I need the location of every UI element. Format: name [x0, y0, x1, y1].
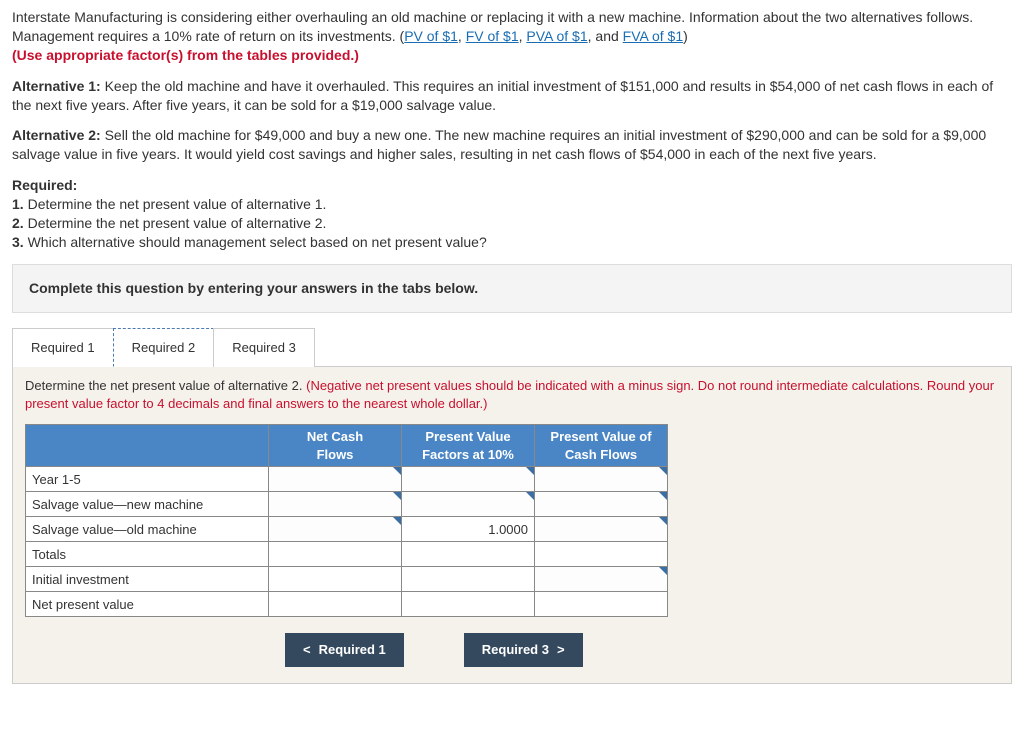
- alternative-2: Alternative 2: Sell the old machine for …: [12, 126, 1012, 164]
- table-row: Totals: [26, 542, 668, 567]
- ncf-cell[interactable]: [269, 467, 402, 492]
- table-row: Initial investment: [26, 567, 668, 592]
- prev-label: Required 1: [319, 641, 386, 659]
- pvf-cell: [402, 542, 535, 567]
- ncf-cell[interactable]: [269, 492, 402, 517]
- col-net-cash-flows: Net CashFlows: [269, 425, 402, 467]
- col-pv-factors: Present ValueFactors at 10%: [402, 425, 535, 467]
- table-row: Salvage value—old machine 1.0000: [26, 517, 668, 542]
- ncf-cell[interactable]: [269, 517, 402, 542]
- next-button[interactable]: Required 3 >: [464, 633, 583, 667]
- intro-paragraph: Interstate Manufacturing is considering …: [12, 8, 1012, 65]
- tab-instruction: Determine the net present value of alter…: [25, 377, 999, 412]
- pvf-cell: [402, 592, 535, 617]
- pvf-cell: 1.0000: [402, 517, 535, 542]
- alt2-text: Sell the old machine for $49,000 and buy…: [12, 127, 986, 162]
- pvcf-cell[interactable]: [535, 567, 668, 592]
- row-label: Net present value: [26, 592, 269, 617]
- col-blank: [26, 425, 269, 467]
- prev-button[interactable]: < Required 1: [285, 633, 404, 667]
- tab-content: Determine the net present value of alter…: [12, 367, 1012, 684]
- npv-table: Net CashFlows Present ValueFactors at 10…: [25, 424, 668, 617]
- pvcf-cell[interactable]: [535, 492, 668, 517]
- req3-text: Which alternative should management sele…: [24, 234, 487, 250]
- pv-link[interactable]: PV of $1: [404, 28, 458, 44]
- alternative-1: Alternative 1: Keep the old machine and …: [12, 77, 1012, 115]
- pvcf-cell: [535, 542, 668, 567]
- problem-statement: Interstate Manufacturing is considering …: [12, 8, 1012, 252]
- required-item: 1. Determine the net present value of al…: [12, 195, 1012, 214]
- row-label: Initial investment: [26, 567, 269, 592]
- pvf-cell: [402, 567, 535, 592]
- row-label: Totals: [26, 542, 269, 567]
- chevron-right-icon: >: [557, 641, 565, 659]
- pvcf-cell[interactable]: [535, 467, 668, 492]
- alt1-label: Alternative 1:: [12, 78, 101, 94]
- nav-buttons: < Required 1 Required 3 >: [285, 633, 999, 667]
- ncf-cell: [269, 567, 402, 592]
- alt1-text: Keep the old machine and have it overhau…: [12, 78, 993, 113]
- next-label: Required 3: [482, 641, 549, 659]
- row-label: Salvage value—old machine: [26, 517, 269, 542]
- pvf-cell[interactable]: [402, 467, 535, 492]
- fva-link[interactable]: FVA of $1: [623, 28, 683, 44]
- pvcf-cell: [535, 592, 668, 617]
- table-row: Salvage value—new machine: [26, 492, 668, 517]
- ncf-cell: [269, 592, 402, 617]
- tab-bar: Required 1 Required 2 Required 3: [12, 327, 1012, 368]
- pvf-cell[interactable]: [402, 492, 535, 517]
- table-row: Net present value: [26, 592, 668, 617]
- row-label: Year 1-5: [26, 467, 269, 492]
- req2-text: Determine the net present value of alter…: [24, 215, 327, 231]
- row-label: Salvage value—new machine: [26, 492, 269, 517]
- table-row: Year 1-5: [26, 467, 668, 492]
- chevron-left-icon: <: [303, 641, 311, 659]
- req1-text: Determine the net present value of alter…: [24, 196, 327, 212]
- required-item: 3. Which alternative should management s…: [12, 233, 1012, 252]
- ncf-cell: [269, 542, 402, 567]
- instruction-panel: Complete this question by entering your …: [12, 264, 1012, 313]
- required-block: Required: 1. Determine the net present v…: [12, 176, 1012, 252]
- tab-lead: Determine the net present value of alter…: [25, 378, 306, 393]
- factor-instruction: (Use appropriate factor(s) from the tabl…: [12, 47, 359, 63]
- required-heading: Required:: [12, 176, 1012, 195]
- required-item: 2. Determine the net present value of al…: [12, 214, 1012, 233]
- alt2-label: Alternative 2:: [12, 127, 101, 143]
- pva-link[interactable]: PVA of $1: [526, 28, 587, 44]
- pvcf-cell[interactable]: [535, 517, 668, 542]
- tab-required-1[interactable]: Required 1: [12, 328, 114, 368]
- col-pv-cash-flows: Present Value ofCash Flows: [535, 425, 668, 467]
- tab-required-3[interactable]: Required 3: [213, 328, 315, 368]
- tab-required-2[interactable]: Required 2: [113, 328, 215, 368]
- fv-link[interactable]: FV of $1: [466, 28, 519, 44]
